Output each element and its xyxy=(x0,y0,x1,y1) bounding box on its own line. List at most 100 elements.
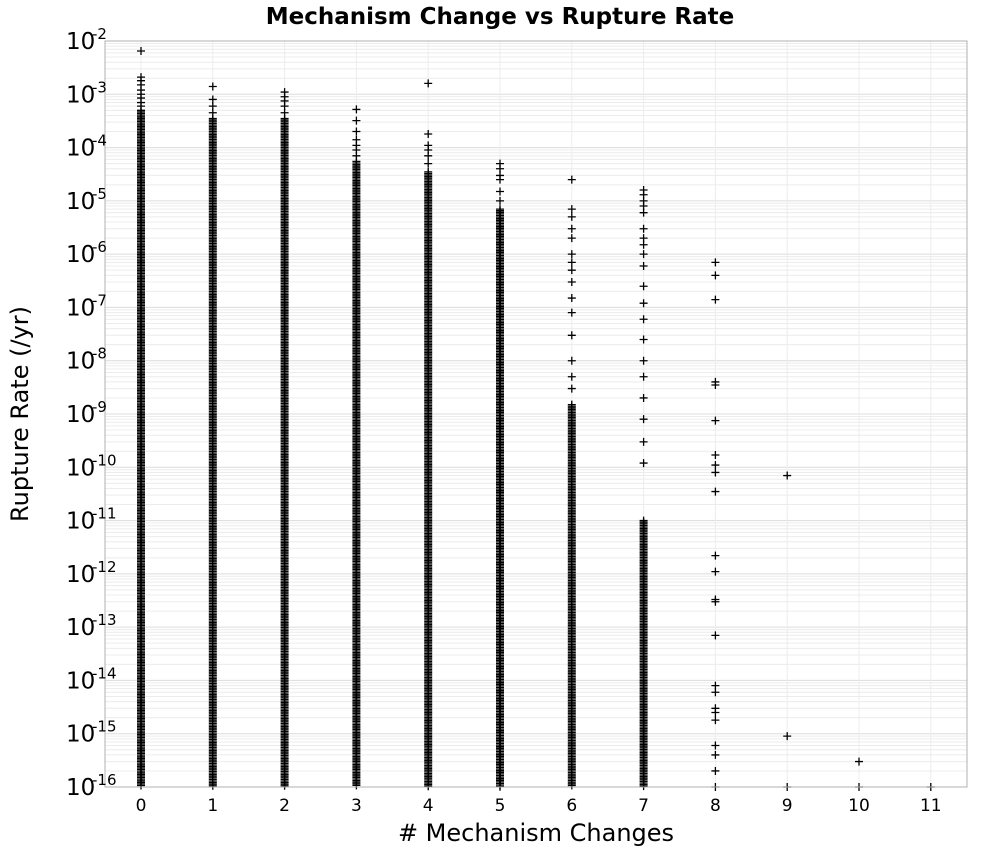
y-tick-base: 10 xyxy=(66,349,95,375)
grid xyxy=(105,40,967,788)
y-tick-label: 10-8 xyxy=(66,345,107,375)
y-tick-base: 10 xyxy=(66,136,95,162)
x-tick-label: 8 xyxy=(710,796,721,816)
data-point xyxy=(567,234,576,243)
x-tick-label: 0 xyxy=(136,796,147,816)
data-point xyxy=(137,781,145,790)
data-point xyxy=(711,716,720,725)
y-tick-base: 10 xyxy=(66,242,95,268)
data-point xyxy=(711,750,720,759)
y-axis-label: Rupture Rate (/yr) xyxy=(6,306,34,522)
data-point xyxy=(352,105,361,114)
plot-frame xyxy=(104,40,968,788)
data-point xyxy=(280,108,289,117)
data-point xyxy=(711,271,720,280)
data-point xyxy=(711,381,720,390)
x-axis-ticks: 0 1 2 3 4 5 6 7 8 9 10 11 xyxy=(136,796,942,816)
data-point xyxy=(567,258,576,267)
data-point xyxy=(352,116,361,125)
y-tick-base: 10 xyxy=(66,775,95,801)
y-tick-label: 10-4 xyxy=(66,132,107,162)
y-tick-label: 10-13 xyxy=(66,611,117,641)
data-point xyxy=(639,250,648,259)
data-point xyxy=(639,415,648,424)
data-point xyxy=(567,294,576,303)
y-tick-base: 10 xyxy=(66,82,95,108)
data-point xyxy=(137,102,145,111)
data-point xyxy=(711,468,720,477)
y-tick-base: 10 xyxy=(66,615,95,641)
data-point xyxy=(496,196,504,205)
y-tick-label: 10-14 xyxy=(66,664,117,694)
y-tick-exponent: -5 xyxy=(92,185,107,203)
y-tick-base: 10 xyxy=(66,668,95,694)
y-tick-label: 10-2 xyxy=(66,25,107,55)
data-point xyxy=(639,459,648,468)
y-tick-base: 10 xyxy=(66,455,95,481)
data-point xyxy=(352,151,361,160)
data-point xyxy=(711,567,720,576)
y-tick-base: 10 xyxy=(66,509,95,535)
x-tick-label: 2 xyxy=(279,796,290,816)
data-point xyxy=(711,708,720,717)
data-point xyxy=(567,250,576,259)
data-point xyxy=(496,175,504,184)
data-point xyxy=(208,82,217,91)
data-point xyxy=(783,732,792,741)
y-tick-exponent: -12 xyxy=(92,558,117,576)
data-point xyxy=(567,331,576,340)
y-tick-exponent: -8 xyxy=(92,345,107,363)
y-tick-base: 10 xyxy=(66,722,95,748)
data-point xyxy=(424,151,433,160)
data-point xyxy=(280,781,289,790)
chart-title: Mechanism Change vs Rupture Rate xyxy=(266,4,735,30)
y-tick-label: 10-9 xyxy=(66,398,107,428)
data-point xyxy=(639,282,648,291)
y-tick-exponent: -15 xyxy=(92,718,117,736)
data-point xyxy=(639,782,648,791)
data-point xyxy=(711,551,720,560)
y-tick-base: 10 xyxy=(66,29,95,55)
data-point xyxy=(567,266,576,275)
data-point xyxy=(639,372,648,381)
y-tick-label: 10-10 xyxy=(66,451,117,481)
y-tick-label: 10-16 xyxy=(66,771,117,801)
data-point xyxy=(567,308,576,317)
data-point xyxy=(639,393,648,402)
y-tick-exponent: -2 xyxy=(92,25,107,43)
data-point xyxy=(711,461,720,470)
data-point xyxy=(711,295,720,304)
x-tick-label: 5 xyxy=(495,796,506,816)
data-point xyxy=(711,416,720,425)
x-tick-label: 1 xyxy=(207,796,218,816)
x-tick-label: 3 xyxy=(351,796,362,816)
data-point xyxy=(639,299,648,308)
data-point xyxy=(567,205,576,214)
y-tick-label: 10-12 xyxy=(66,558,117,588)
data-point xyxy=(567,384,576,393)
x-axis-label: # Mechanism Changes xyxy=(398,819,674,847)
data-point xyxy=(424,159,433,168)
y-tick-label: 10-15 xyxy=(66,718,117,748)
data-point xyxy=(496,187,504,196)
y-tick-base: 10 xyxy=(66,562,95,588)
y-tick-exponent: -7 xyxy=(92,291,107,309)
data-point xyxy=(639,261,648,270)
y-tick-exponent: -14 xyxy=(92,664,117,682)
data-point xyxy=(567,372,576,381)
data-point xyxy=(639,315,648,324)
y-tick-base: 10 xyxy=(66,189,95,215)
y-tick-exponent: -10 xyxy=(92,451,117,469)
y-tick-exponent: -3 xyxy=(92,78,107,96)
data-point xyxy=(711,631,720,640)
y-tick-label: 10-3 xyxy=(66,78,107,108)
data-point xyxy=(567,175,576,184)
data-point xyxy=(567,224,576,233)
data-point xyxy=(352,127,361,136)
data-point xyxy=(711,451,720,460)
data-point xyxy=(711,597,720,606)
data-points xyxy=(137,46,935,791)
data-point xyxy=(567,212,576,221)
data-point xyxy=(208,108,217,117)
